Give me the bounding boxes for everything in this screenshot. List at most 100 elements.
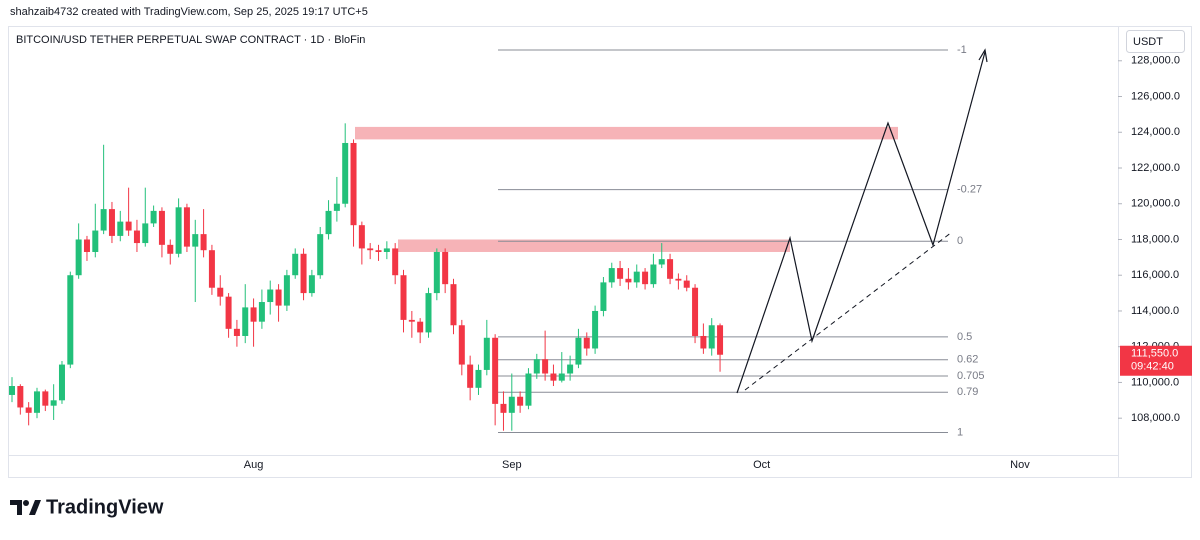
candle-body — [408, 319, 415, 322]
candle-body — [600, 282, 607, 311]
candle-body — [542, 359, 549, 374]
y-tick-label: 118,000.0 — [1131, 233, 1179, 245]
candle-body — [400, 275, 407, 320]
chart-frame — [8, 26, 1192, 478]
candle-body — [275, 289, 282, 306]
candle-body — [192, 234, 199, 247]
axis-layer: 108,000.0110,000.0112,000.0114,000.0116,… — [244, 55, 1192, 471]
candle-body — [167, 244, 174, 254]
candle-body — [558, 373, 565, 381]
candle-body — [442, 251, 449, 285]
candle-body — [467, 364, 474, 388]
candle-body — [417, 321, 424, 333]
candle-body — [633, 271, 640, 283]
chart-title: BITCOIN/USD TETHER PERPETUAL SWAP CONTRA… — [16, 34, 365, 46]
candle-body — [433, 251, 440, 294]
footer-logo: TradingView — [10, 496, 164, 518]
last-price-label: 111,550.0 — [1131, 348, 1178, 360]
last-price-tag — [1120, 345, 1192, 376]
fib-label: -1 — [957, 44, 967, 56]
candle-body — [683, 280, 690, 288]
candle-body — [125, 221, 132, 231]
projection — [736, 48, 988, 394]
candle-body — [492, 337, 499, 404]
candle-body — [17, 386, 24, 408]
candle-body — [92, 230, 99, 252]
header-credit: shahzaib4732 created with TradingView.co… — [10, 6, 368, 18]
candle-body — [375, 250, 382, 252]
supply-zone — [355, 126, 898, 140]
candle-body — [450, 284, 457, 326]
candle-body — [625, 278, 632, 283]
candle-body — [592, 310, 599, 349]
candle-body — [517, 396, 524, 406]
fib-label: 0.62 — [957, 354, 978, 366]
candle-body — [608, 268, 615, 283]
x-tick-label: Sep — [502, 459, 522, 471]
candle-body — [342, 142, 349, 204]
candle-body — [333, 203, 340, 211]
countdown-label: 09:42:40 — [1131, 361, 1174, 373]
candle-body — [75, 239, 82, 276]
y-tick-label: 114,000.0 — [1131, 305, 1179, 317]
fib-layer: -1 -0.27 0 0.5 0.62 0.705 0.79 1 — [498, 44, 985, 438]
candle-body — [300, 253, 307, 294]
candle-body — [58, 364, 65, 401]
fib-label: 0 — [957, 235, 963, 247]
candle-body — [325, 210, 332, 235]
candle-body — [250, 307, 257, 322]
candle-body — [283, 275, 290, 306]
candle-body — [583, 337, 590, 349]
candle-body — [308, 275, 315, 294]
candle-body — [242, 307, 249, 336]
currency-box[interactable] — [1126, 30, 1185, 53]
candle-body — [100, 209, 107, 231]
candle-body — [383, 248, 390, 252]
candle-body — [158, 210, 165, 245]
y-tick-label: 122,000.0 — [1131, 162, 1180, 174]
candle-body — [675, 278, 682, 281]
candle-body — [67, 275, 74, 365]
candle-body — [700, 335, 707, 349]
fib-label: 0.5 — [957, 331, 972, 343]
candle-body — [567, 364, 574, 374]
candle-body — [267, 289, 274, 303]
candle-body — [667, 259, 674, 279]
candle-body — [708, 325, 715, 349]
x-tick-label: Nov — [1010, 459, 1030, 471]
candle-body — [508, 396, 515, 413]
candle-body — [175, 207, 182, 254]
candle-body — [233, 328, 240, 336]
candle-body — [183, 207, 190, 247]
candle-body — [500, 403, 507, 413]
y-tick-label: 128,000.0 — [1131, 55, 1180, 67]
candle-body — [50, 400, 57, 406]
candle-body — [9, 386, 15, 395]
logo-dot — [23, 500, 29, 506]
candle-body — [117, 221, 124, 236]
candle-body — [317, 234, 324, 276]
y-tick-label: 120,000.0 — [1131, 198, 1180, 210]
fib-label: 1 — [957, 426, 963, 438]
y-tick-label: 110,000.0 — [1131, 376, 1179, 388]
logo-mark — [10, 500, 22, 515]
supply-zone — [398, 239, 790, 252]
candle-body — [217, 287, 224, 297]
zones-layer — [355, 126, 898, 252]
candle-body — [350, 142, 357, 226]
candle-body — [208, 250, 215, 288]
candle-body — [358, 225, 365, 249]
logo-mark-2 — [29, 500, 41, 515]
candle-body — [133, 230, 140, 244]
fib-label: 0.705 — [957, 370, 985, 382]
candle-body — [42, 391, 49, 406]
x-tick-label: Oct — [753, 459, 770, 471]
candle-body — [458, 325, 465, 365]
candle-body — [692, 287, 699, 336]
candle-body — [200, 234, 207, 251]
fib-label: 0.79 — [957, 386, 978, 398]
candle-body — [550, 373, 557, 381]
y-tick-label: 126,000.0 — [1131, 90, 1180, 102]
candle-body — [717, 325, 724, 355]
